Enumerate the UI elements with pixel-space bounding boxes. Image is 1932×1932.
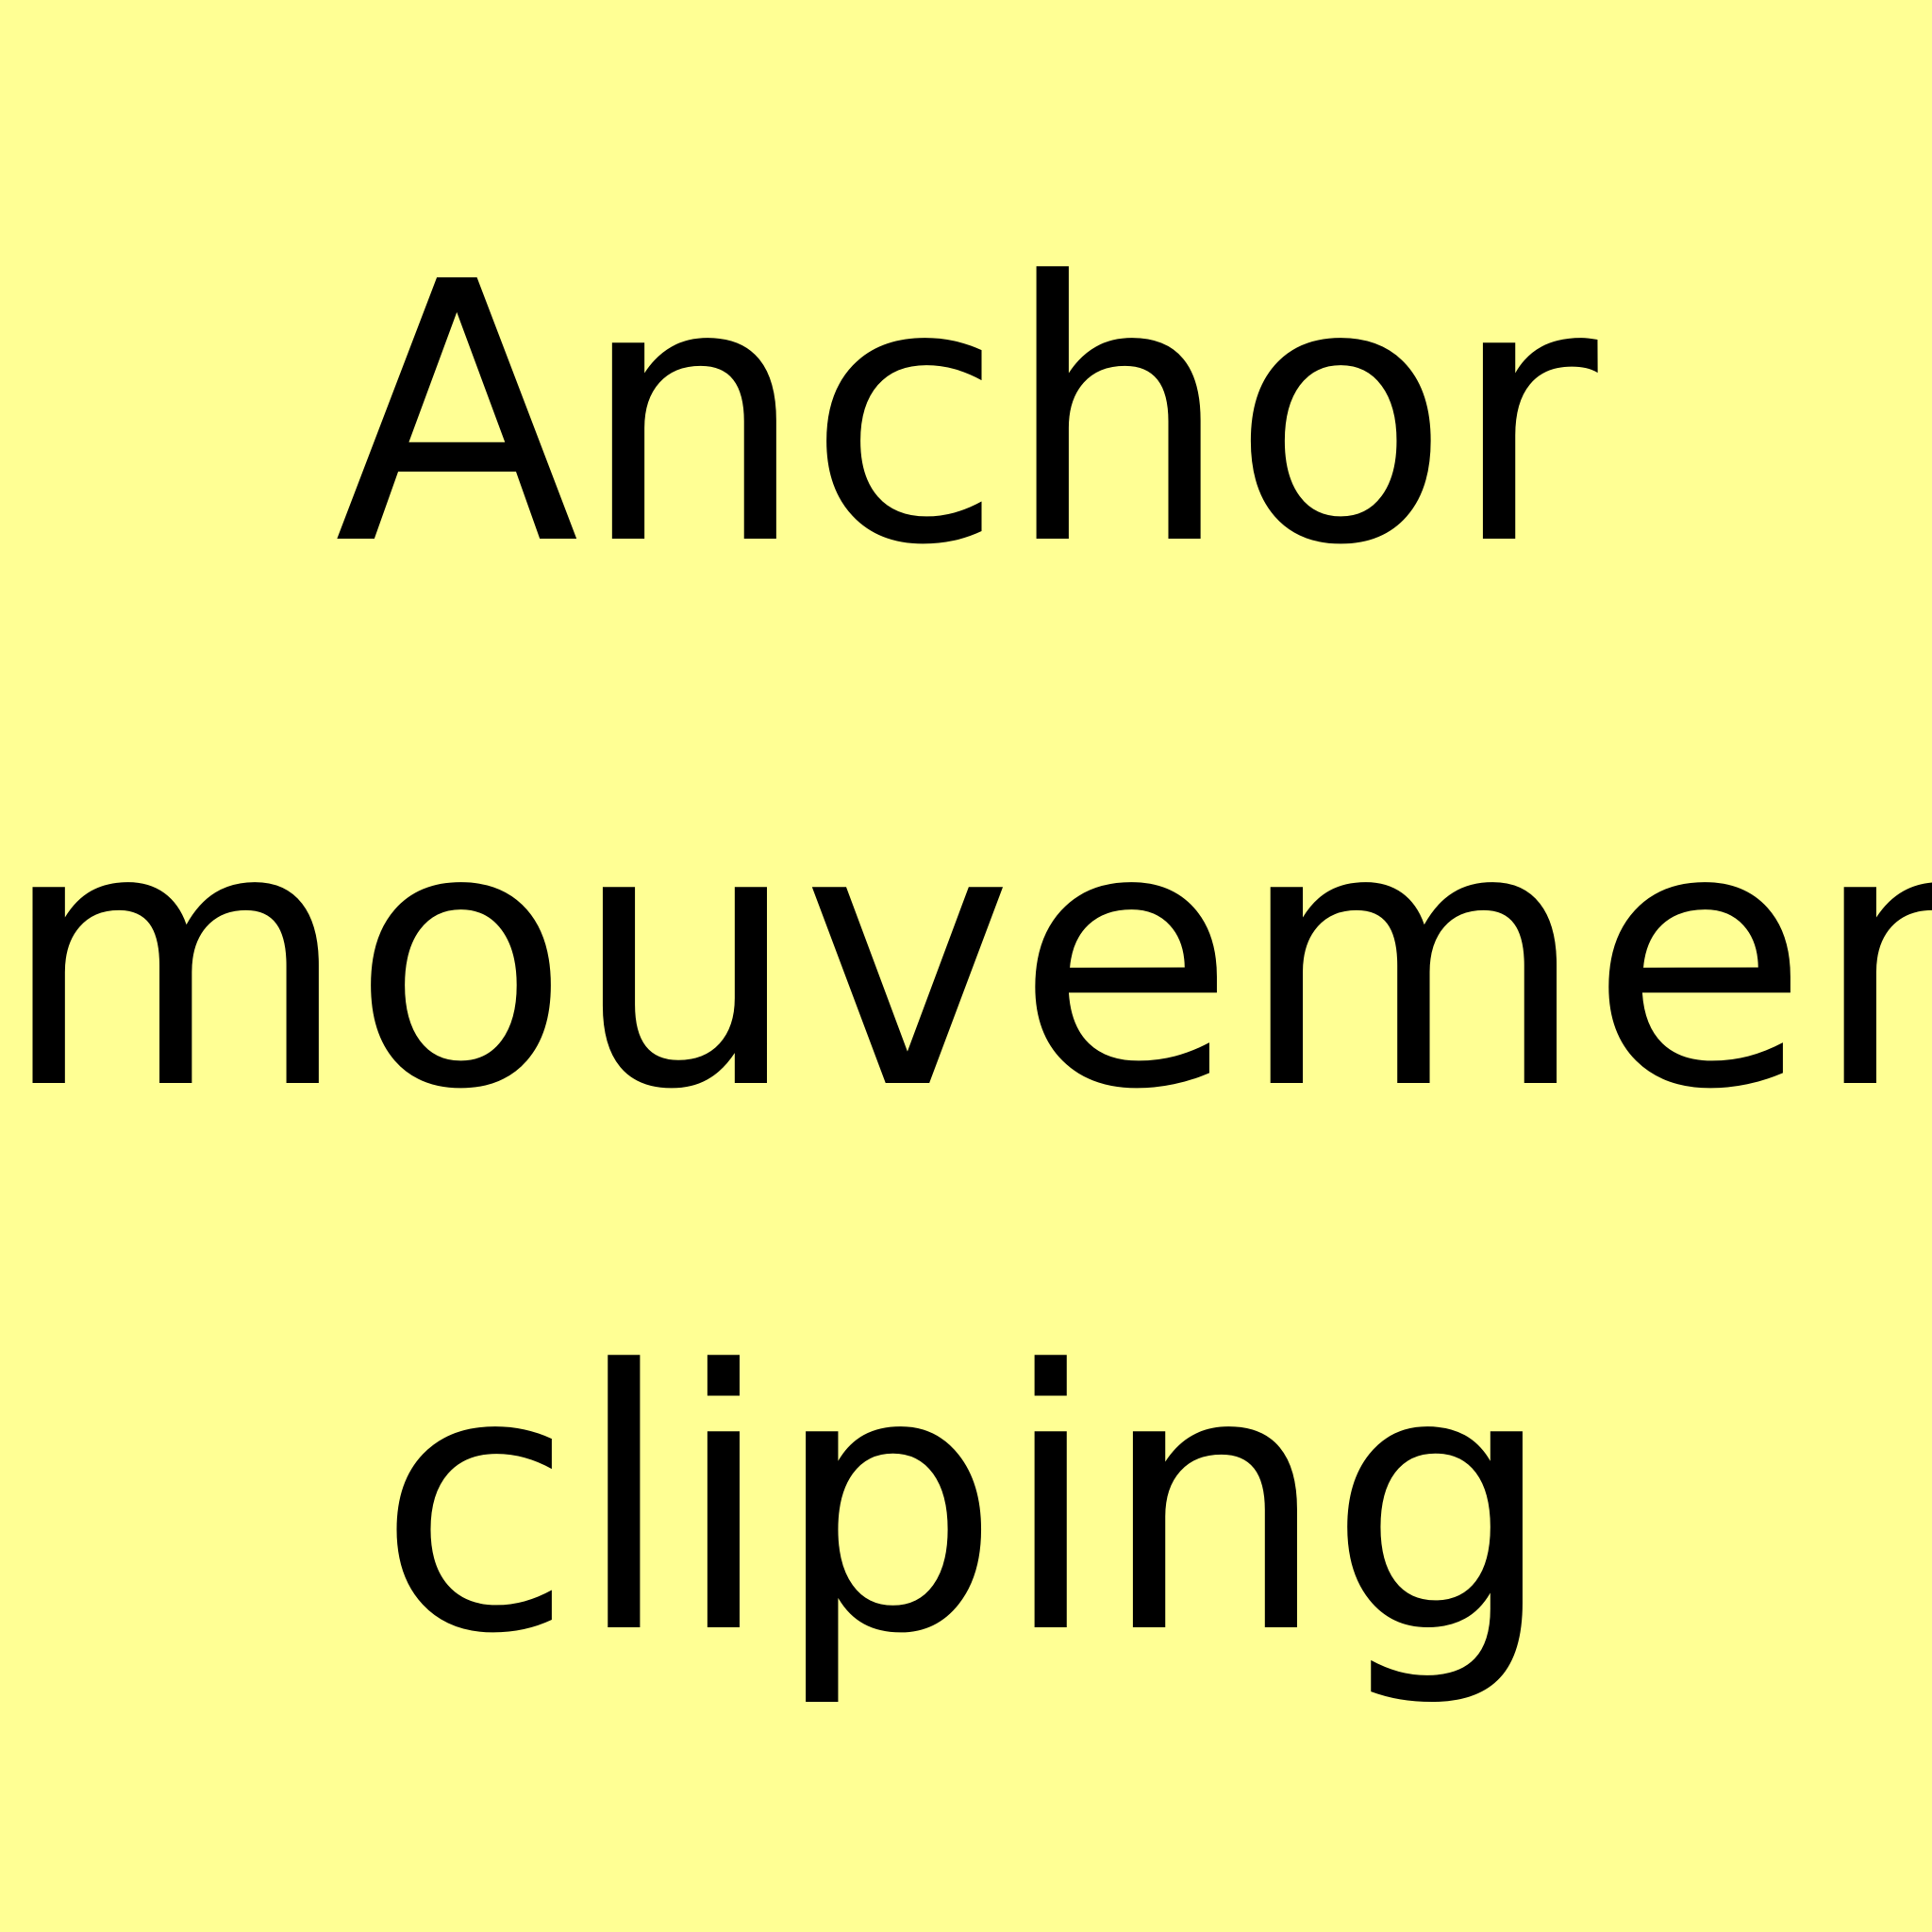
text-line-mouvement: mouvement: [0, 750, 1932, 1168]
text-line-anchor: Anchor: [334, 206, 1598, 624]
text-line-cliping: cliping: [376, 1294, 1556, 1712]
